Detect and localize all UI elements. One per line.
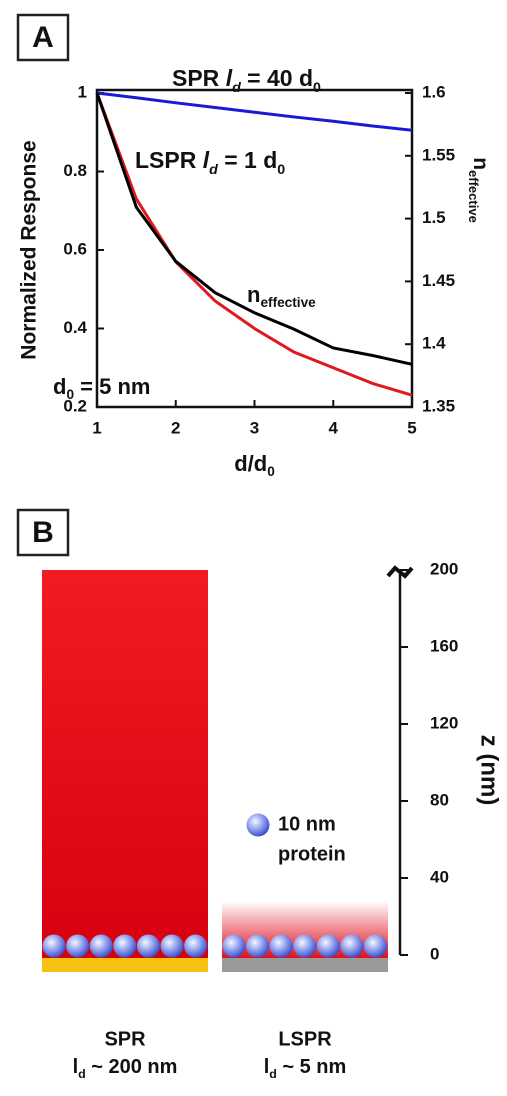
series-line	[96, 91, 413, 132]
protein	[269, 934, 293, 958]
panel-label: A	[32, 21, 54, 54]
x-axis-label: d/d0	[234, 451, 275, 479]
series-label: SPR ld = 40 d0	[172, 65, 321, 96]
panel-a: 0.2 0.4 0.6 0.8 1 1.35 1.4 1.45 1.5 1.55 1.6 1 2 3 4 5 N…	[18, 65, 493, 479]
text-part: 0	[313, 80, 321, 96]
x-tick-label: 2	[171, 418, 180, 437]
y-tick-label: 0.4	[63, 318, 87, 337]
protein	[184, 934, 208, 958]
y2-tick-label: 1.4	[422, 334, 446, 353]
text-part: 0	[277, 162, 285, 178]
bar	[42, 570, 208, 958]
text-part: d	[269, 1067, 277, 1081]
y-tick-label: 200	[430, 559, 458, 578]
panel-label-box	[16, 13, 70, 62]
category-sublabel: ld ~ 200 nm	[73, 1056, 178, 1081]
text-part: l	[226, 65, 233, 91]
series-line	[95, 92, 413, 366]
category-sublabel: ld ~ 5 nm	[264, 1056, 347, 1081]
protein	[364, 934, 388, 958]
text-part: n	[247, 282, 260, 307]
text-part: l	[203, 147, 210, 173]
x-tick-label: 4	[329, 418, 339, 437]
y-tick-label: 40	[430, 867, 449, 886]
annotation: 10 nm	[278, 813, 336, 835]
protein	[89, 934, 113, 958]
text-part: n	[469, 157, 492, 170]
text-part: d	[78, 1067, 86, 1081]
text-part: d	[53, 374, 66, 399]
text-part: effective	[466, 170, 481, 223]
text-part: d	[209, 162, 218, 178]
x-tick-label: 1	[92, 418, 101, 437]
series-label: neffective	[247, 282, 316, 310]
text-part: ~ 200 nm	[86, 1056, 178, 1078]
protein	[160, 934, 184, 958]
category-label: SPR	[104, 1028, 146, 1050]
protein	[293, 934, 317, 958]
substrate	[42, 958, 208, 972]
y-tick-label: 0.6	[63, 239, 87, 258]
protein	[316, 934, 340, 958]
y-tick-label: 1	[78, 82, 87, 101]
text-part: = 1 d	[218, 147, 277, 173]
text-part: 0	[267, 464, 275, 479]
annotation: protein	[278, 843, 346, 865]
text-part: SPR	[172, 65, 226, 91]
y-tick-label: 120	[430, 713, 458, 732]
category-label: LSPR	[278, 1028, 332, 1050]
substrate	[222, 958, 388, 972]
text-part: = 40 d	[241, 65, 313, 91]
protein	[42, 934, 66, 958]
x-tick-label: 5	[407, 418, 416, 437]
y2-tick-label: 1.35	[422, 396, 455, 415]
y2-tick-label: 1.45	[422, 271, 455, 290]
y-tick-label: 0.2	[63, 396, 87, 415]
y-axis-label: Normalized Response	[18, 140, 41, 359]
y2-tick-label: 1.6	[422, 82, 446, 101]
protein	[66, 934, 90, 958]
y-tick-label: 0	[430, 944, 439, 963]
panel-label: B	[32, 516, 54, 549]
text-part: d	[232, 80, 241, 96]
annotation: d0 = 5 nm	[53, 374, 150, 402]
series-label: LSPR ld = 1 d0	[135, 147, 285, 178]
panel-label-box	[16, 508, 70, 557]
text-part: ~ 5 nm	[277, 1056, 346, 1078]
y2-tick-label: 1.55	[422, 145, 455, 164]
text-part: 0	[66, 387, 74, 402]
text-part: l	[264, 1056, 270, 1078]
y-tick-label: 80	[430, 790, 449, 809]
protein-legend	[246, 813, 270, 837]
text-part: l	[73, 1056, 79, 1078]
protein	[340, 934, 364, 958]
text-part: LSPR	[135, 147, 203, 173]
protein	[136, 934, 160, 958]
axis-break	[386, 565, 414, 579]
protein	[113, 934, 137, 958]
plot-frame	[95, 88, 414, 409]
text-part: d/d	[234, 451, 267, 476]
protein	[222, 934, 246, 958]
y2-axis-label: neffective	[466, 157, 492, 223]
y2-tick-label: 1.5	[422, 208, 446, 227]
y-tick-label: 160	[430, 636, 458, 655]
text-part: effective	[260, 295, 316, 310]
x-tick-label: 3	[250, 418, 259, 437]
protein	[246, 934, 270, 958]
y-axis-label: z (nm)	[476, 735, 503, 806]
series-line	[95, 92, 413, 397]
y-tick-label: 0.8	[63, 161, 87, 180]
text-part: = 5 nm	[74, 374, 150, 399]
